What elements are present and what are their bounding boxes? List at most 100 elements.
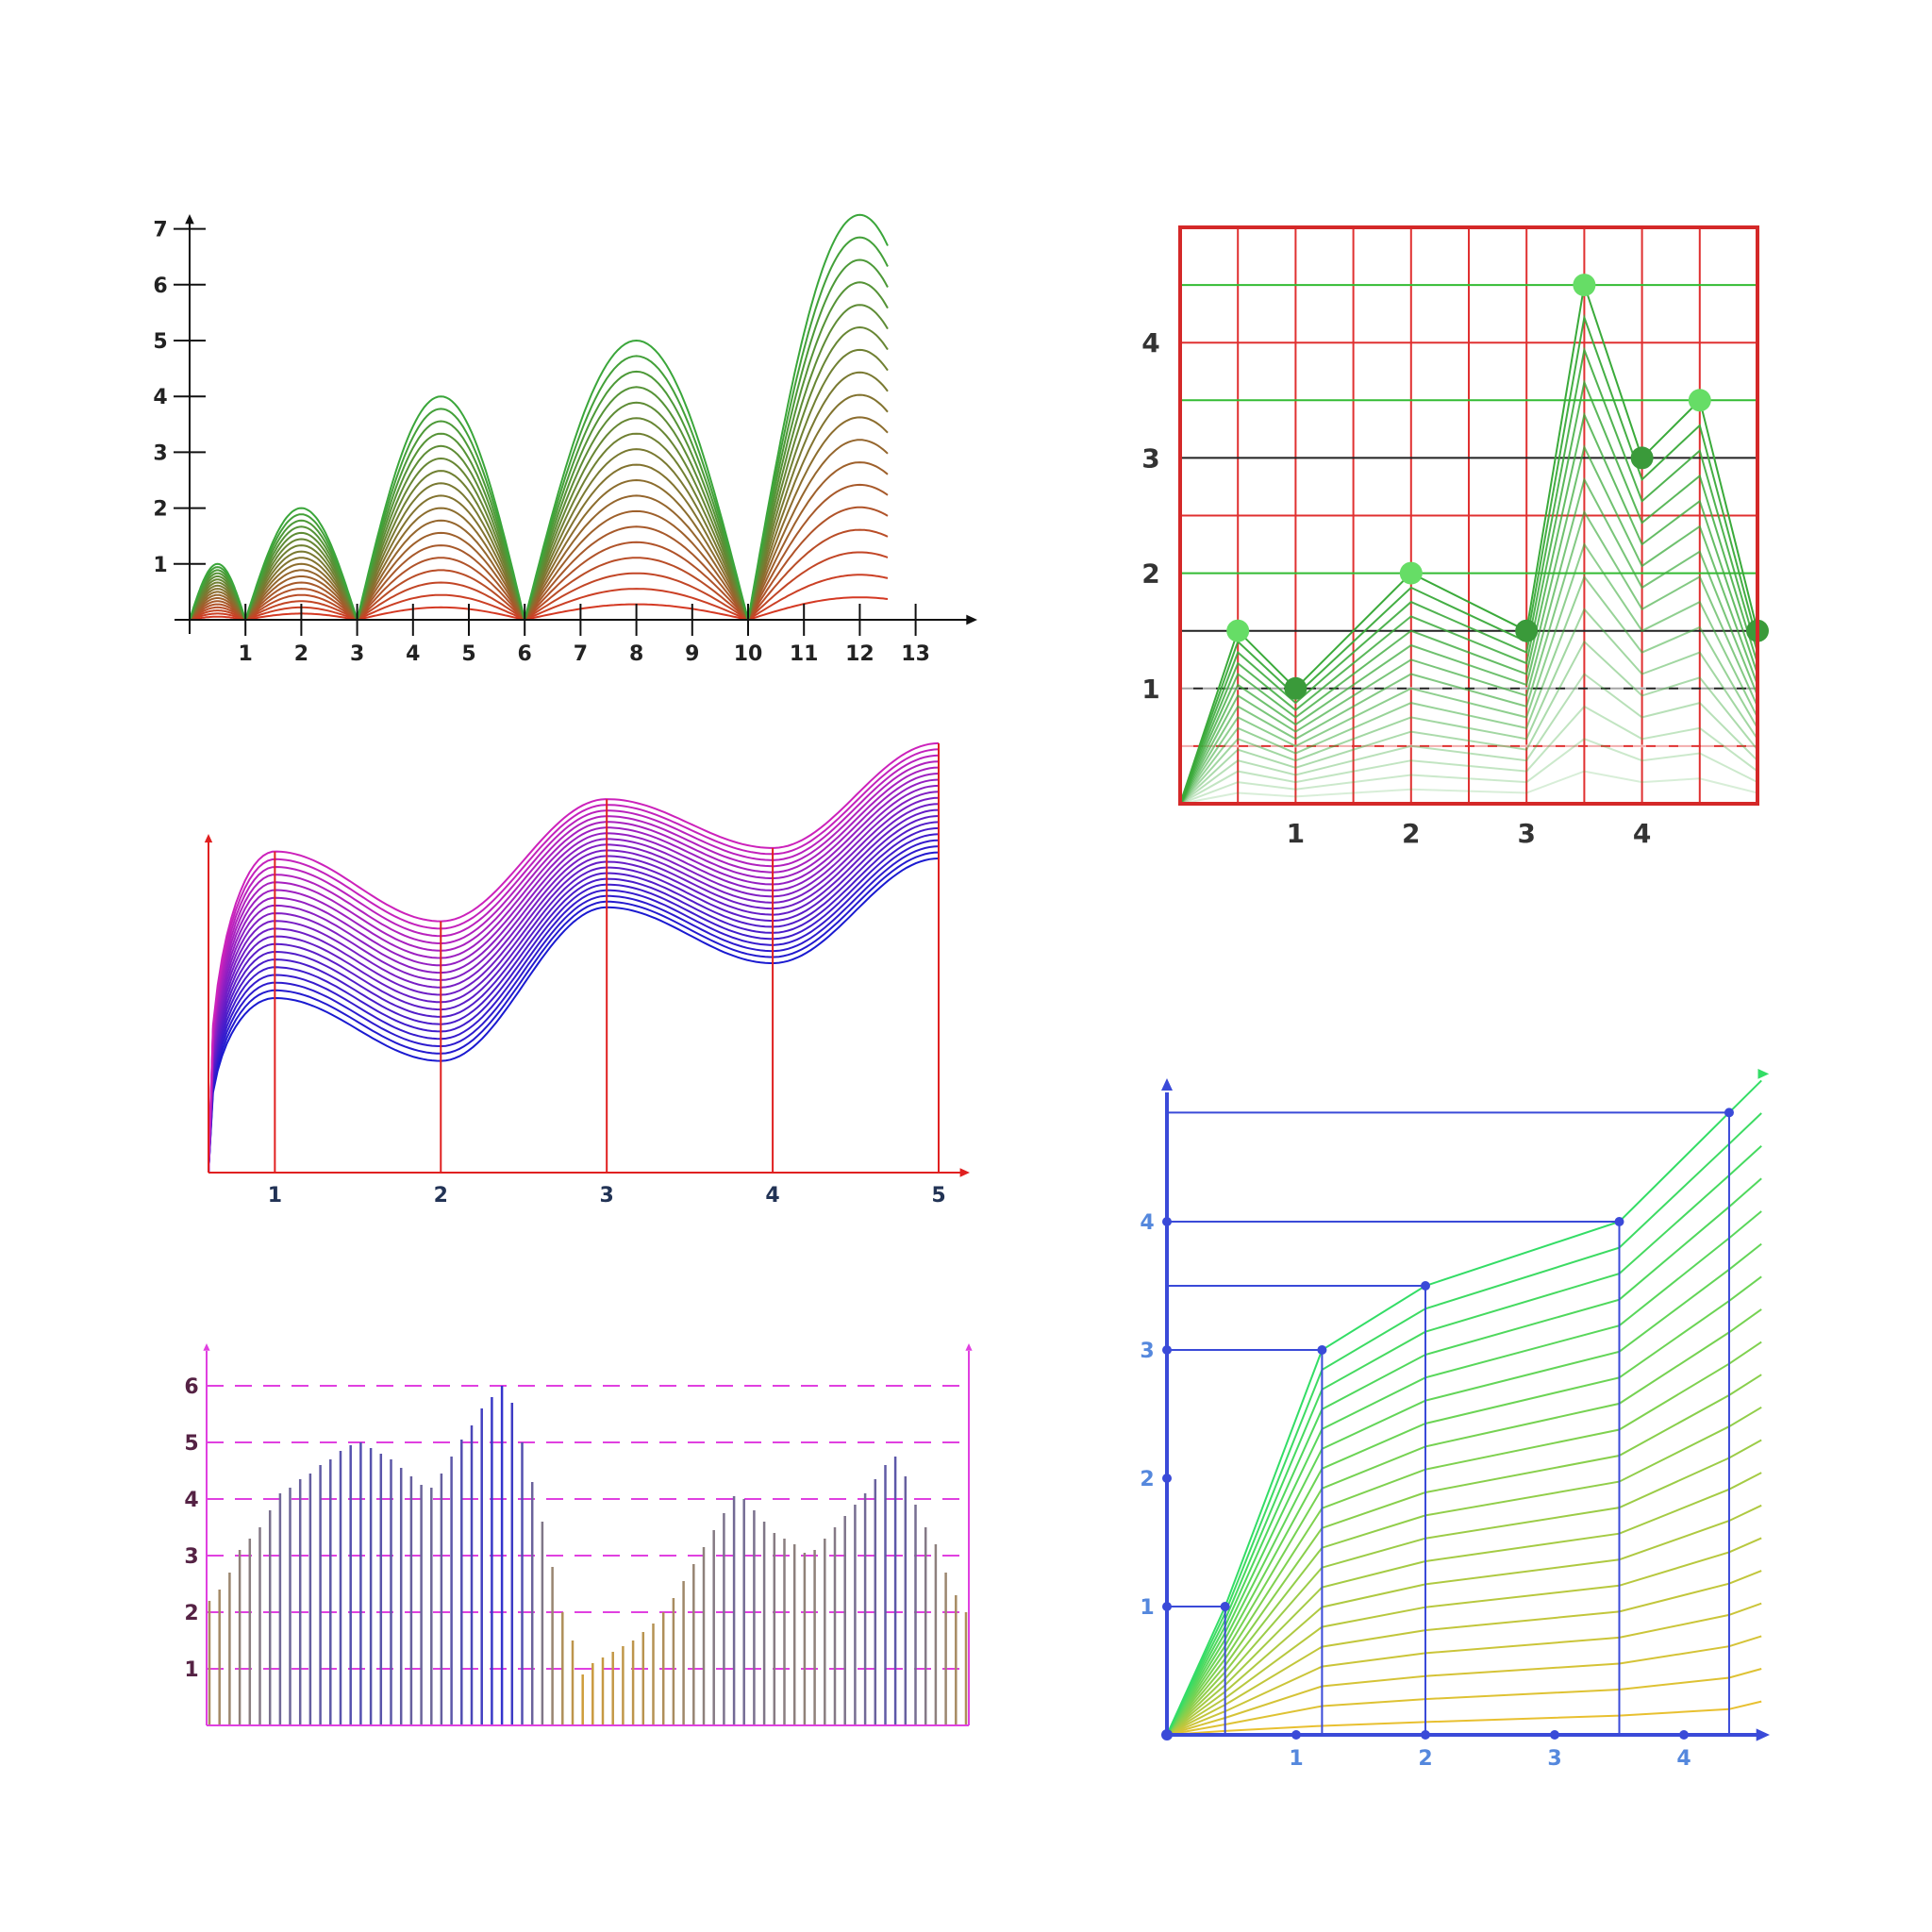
wave-line-18 (208, 754, 940, 1174)
arch-1-line-6 (244, 581, 358, 621)
series-line-8 (1179, 541, 1758, 805)
arch-4-line-2 (747, 574, 889, 621)
arch-4-line-3 (747, 551, 889, 621)
y-tick-label-5: 5 (184, 1432, 198, 1456)
y-tick-label-2: 2 (153, 498, 167, 522)
x-tick-label-10: 10 (734, 642, 763, 666)
arch-3-line-2 (524, 588, 749, 621)
x-tick-label-12: 12 (845, 642, 874, 666)
arch-3-line-4 (524, 557, 749, 621)
arch-2-line-7 (356, 531, 526, 621)
arch-3-line-7 (524, 509, 749, 621)
data-point-2 (1284, 676, 1307, 700)
fan-line-17 (1166, 1177, 1762, 1736)
wave-line-3 (208, 845, 940, 1174)
arch-1-line-7 (244, 575, 358, 621)
arch-1-line-8 (244, 569, 358, 621)
y-tick-label-6: 6 (153, 275, 167, 298)
wave-line-17 (208, 760, 940, 1174)
x-tick-dot-1 (1291, 1730, 1301, 1740)
fan-line-18 (1166, 1144, 1762, 1736)
arch-2-line-13 (356, 457, 526, 621)
arch-0-line-3 (189, 609, 246, 621)
x-axis-arrow (959, 1168, 970, 1177)
arch-3-line-6 (524, 525, 749, 621)
x-tick-label-13: 13 (901, 642, 930, 666)
bracket-point-4 (1724, 1108, 1734, 1118)
arch-3-line-14 (524, 401, 749, 621)
y-axis-left-arrow (203, 1343, 210, 1351)
fan-line-20 (1166, 1079, 1762, 1736)
fan-chart: 1 2 3 4 1 2 3 4 (1140, 1069, 1770, 1771)
data-point-6 (1630, 446, 1654, 470)
x-tick-label-2: 2 (434, 1184, 448, 1208)
x-tick-label-5: 5 (461, 642, 475, 666)
arch-3-line-13 (524, 417, 749, 621)
arch-1-line-16 (244, 519, 358, 621)
arch-2-line-1 (357, 606, 525, 621)
arch-4-line-9 (747, 416, 889, 621)
arch-3-line-16 (524, 370, 749, 621)
arch-3-line-11 (524, 448, 749, 621)
x-tick-dot-2 (1421, 1730, 1430, 1740)
arch-4-line-10 (747, 393, 889, 621)
arch-4-line-15 (747, 281, 889, 621)
arch-1-line-12 (244, 544, 358, 621)
y-tick-dot-1 (1162, 1602, 1172, 1611)
y-tick-label-4: 4 (1140, 1211, 1154, 1235)
arch-0-line-6 (189, 600, 246, 621)
arch-2-line-12 (356, 470, 526, 621)
plot-frame (1178, 225, 1759, 806)
series-line-11 (1179, 443, 1758, 805)
arch-0-line-2 (189, 612, 246, 621)
arch-2-line-11 (356, 482, 526, 621)
arch-1-line-17 (244, 513, 358, 621)
wave-line-2 (208, 851, 940, 1174)
y-tick-label-3: 3 (1141, 442, 1159, 474)
wave-line-8 (208, 815, 940, 1174)
wave-line-6 (208, 826, 940, 1174)
x-tick-dot-3 (1550, 1730, 1559, 1740)
series-line-6 (1179, 607, 1758, 805)
y-tick-label-1: 1 (153, 554, 167, 577)
arch-3-line-5 (524, 541, 749, 621)
series-line-12 (1179, 411, 1758, 805)
y-tick-dot-3 (1162, 1345, 1172, 1355)
bracket-point-1 (1317, 1345, 1327, 1355)
series-line-13 (1179, 378, 1758, 805)
series-line-2 (1179, 738, 1758, 805)
wave-line-4 (208, 839, 940, 1174)
arch-1-line-18 (244, 507, 358, 621)
x-tick-label-1: 1 (239, 642, 253, 666)
wave-line-15 (208, 773, 940, 1174)
arch-2-line-15 (356, 432, 526, 621)
x-tick-label-4: 4 (1633, 818, 1651, 849)
wave-line-13 (208, 784, 940, 1174)
grid-peaks-chart: 1 2 3 4 1 2 3 4 (1141, 225, 1769, 849)
y-tick-label-6: 6 (184, 1375, 198, 1399)
x-tick-label-3: 3 (600, 1184, 614, 1208)
x-tick-label-1: 1 (268, 1184, 282, 1208)
data-point-4 (1515, 619, 1539, 642)
fan-arrow (1757, 1069, 1770, 1079)
arch-2-line-4 (356, 569, 525, 621)
wave-line-14 (208, 778, 940, 1174)
y-tick-label-3: 3 (153, 441, 167, 465)
data-point-7 (1688, 389, 1711, 412)
arch-4-line-4 (747, 528, 889, 621)
data-point-3 (1399, 561, 1423, 585)
wave-line-1 (208, 858, 940, 1174)
x-tick-label-2: 2 (294, 642, 308, 666)
x-tick-label-3: 3 (1517, 818, 1535, 849)
y-axis-arrow (1161, 1078, 1173, 1091)
x-tick-label-7: 7 (574, 642, 588, 666)
x-tick-dot-4 (1679, 1730, 1689, 1740)
x-tick-label-3: 3 (1547, 1747, 1561, 1771)
fan-line-15 (1166, 1242, 1762, 1736)
series-line-4 (1179, 673, 1758, 805)
x-tick-label-4: 4 (765, 1184, 779, 1208)
x-tick-label-3: 3 (350, 642, 364, 666)
y-tick-dot-4 (1162, 1217, 1172, 1226)
x-tick-label-2: 2 (1418, 1747, 1432, 1771)
